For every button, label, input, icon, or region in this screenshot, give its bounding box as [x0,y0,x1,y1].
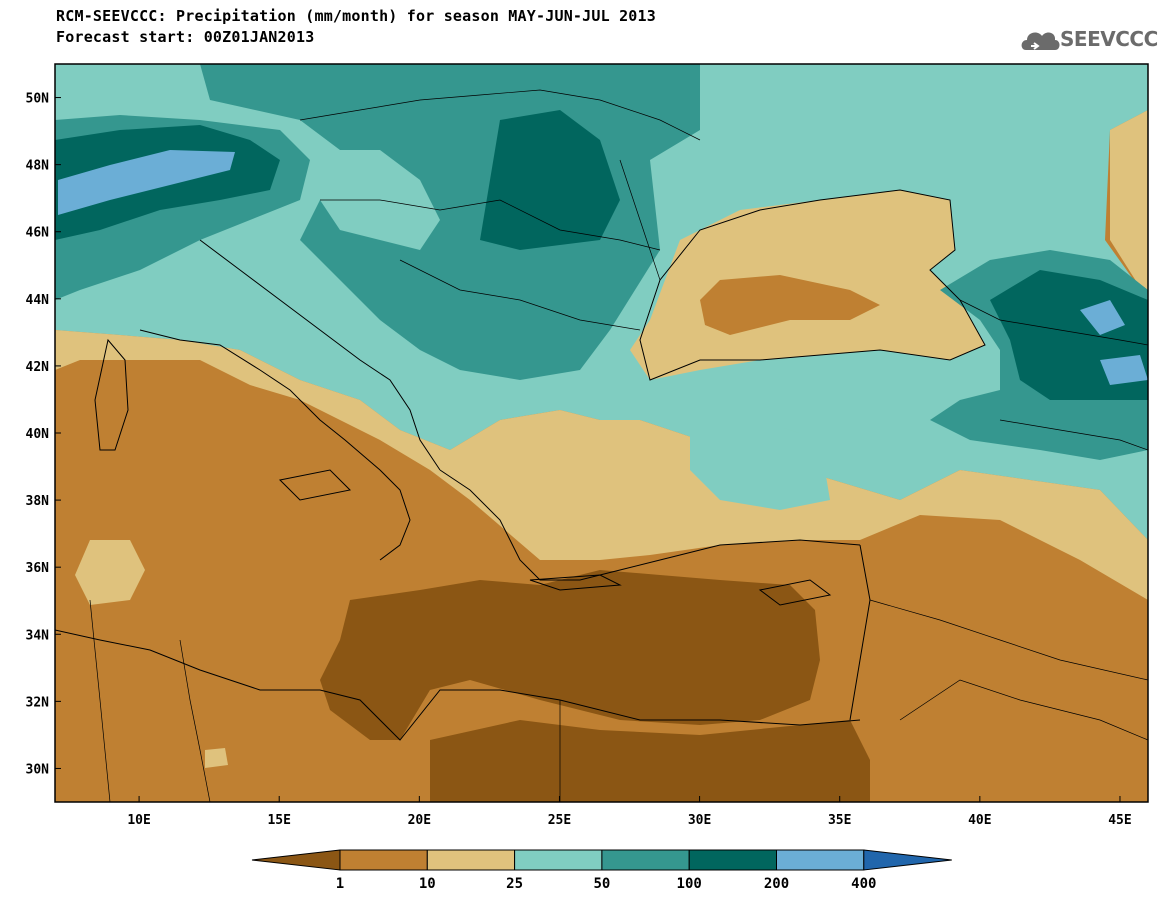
border-arabia [899,679,1148,741]
lat-tick-label: 32N [26,695,50,710]
border-libya-tunisia [179,639,211,802]
coastlines [55,189,986,741]
colorbar: 1 10 25 50 100 200 400 [251,849,952,892]
lat-tick-label: 42N [26,360,50,375]
cyprus-coast [758,579,832,606]
aegean-coast [439,469,861,581]
field-carpathian-core [480,110,620,250]
lat-tick-label: 50N [26,92,50,107]
longitude-ticks: 10E 15E 20E 25E 30E 35E 40E 45E [127,796,1132,828]
lat-tick-label: 30N [26,762,50,777]
sardinia-coast [94,338,129,451]
field-caucasus-max [1080,300,1148,385]
lon-tick-label: 25E [548,813,571,828]
lat-tick-label: 36N [26,561,50,576]
colorbar-swatch [776,849,865,871]
africa-coast [55,629,861,741]
shaded-field [55,64,1148,802]
map-title: RCM-SEEVCCC: Precipitation (mm/month) fo… [56,7,656,25]
borders [89,89,1148,802]
crete-coast [529,574,622,591]
black-sea-coast [639,189,986,381]
logo-text: SEEVCCC [1060,27,1158,51]
colorbar-label: 50 [593,876,610,892]
field-west-spot [75,540,145,605]
sicily-coast [278,469,352,501]
border-algeria [89,599,111,802]
lat-tick-label: 46N [26,226,50,241]
border-north [299,89,701,141]
colorbar-label: 400 [851,876,876,892]
lon-tick-label: 10E [127,813,150,828]
field-25-50 [55,330,1148,600]
levant-coast [849,544,871,721]
border-turkey-east [999,419,1148,451]
colorbar-label: 1 [336,876,344,892]
lat-tick-label: 40N [26,427,50,442]
border-balkan [399,259,641,331]
colorbar-label: 100 [677,876,702,892]
cloud-icon [1021,32,1060,50]
lon-tick-label: 35E [828,813,851,828]
border-caucasus [959,299,1148,346]
colorbar-swatch [688,849,777,871]
lon-tick-label: 30E [688,813,711,828]
lat-tick-label: 38N [26,494,50,509]
field-south [430,720,870,802]
border-romania [619,159,661,281]
lon-tick-label: 20E [408,813,431,828]
colorbar-label: 10 [419,876,436,892]
adriatic-coast [199,239,441,471]
field-med-core [320,570,820,740]
colorbar-swatch [601,849,690,871]
lon-tick-label: 15E [267,813,290,828]
border-central [320,199,661,251]
field-anatolia [690,420,830,510]
lat-tick-label: 48N [26,159,50,174]
lon-tick-label: 40E [968,813,991,828]
colorbar-swatch [251,849,341,871]
border-syria [869,599,1148,681]
forecast-start-label: Forecast start: 00Z01JAN2013 [56,28,315,46]
colorbar-swatch [339,849,428,871]
field-alps-max [58,150,235,215]
field-east [1110,110,1148,300]
colorbar-label: 200 [764,876,789,892]
colorbar-swatch [426,849,516,871]
colorbar-swatch [514,849,603,871]
italy-coast [139,329,411,561]
field-blacksea-core [700,275,880,335]
lat-tick-label: 44N [26,293,50,308]
field-libya-spot [205,748,228,768]
lat-tick-label: 34N [26,628,50,643]
lon-tick-label: 45E [1108,813,1131,828]
colorbar-label: 25 [506,876,523,892]
colorbar-swatch [863,849,952,871]
latitude-ticks: 50N 48N 46N 44N 42N 40N 38N 36N 34N 32N 30N [26,92,61,777]
